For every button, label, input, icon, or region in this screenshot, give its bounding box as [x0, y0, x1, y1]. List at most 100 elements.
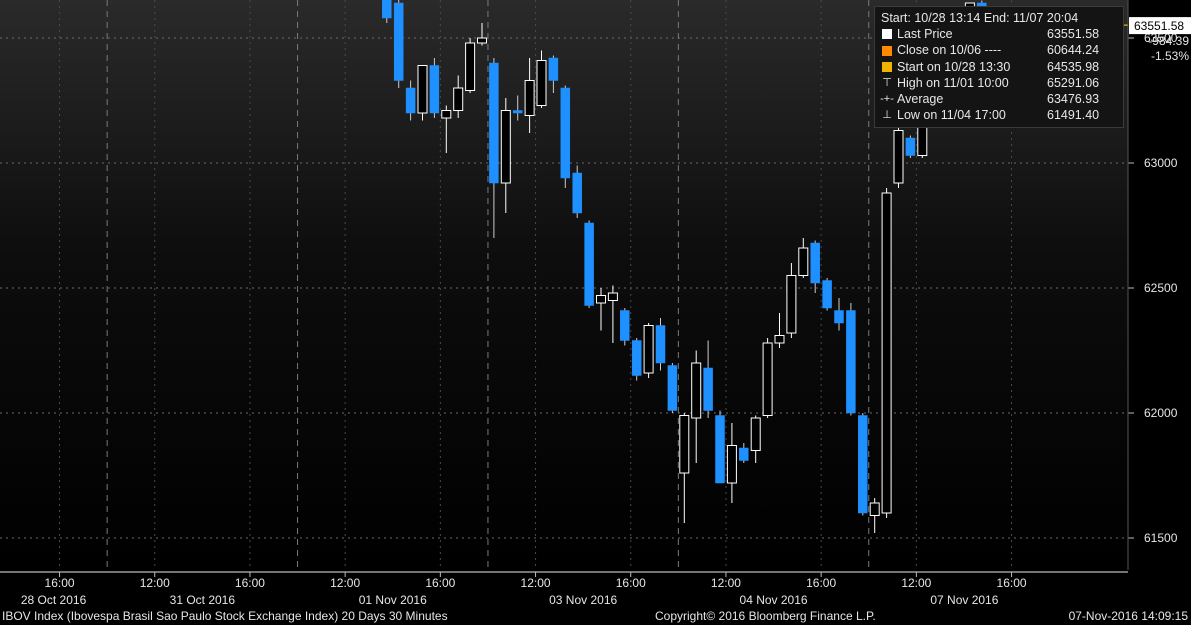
x-tick-label: 12:00: [330, 576, 360, 590]
candle-body-down: [584, 222, 594, 306]
candle-body-up: [596, 295, 606, 304]
candle-body-down: [858, 415, 868, 514]
legend-row-start: Start on 10/28 13:30 64535.98: [881, 59, 1117, 75]
candle-body-down: [548, 57, 559, 81]
candle-body-up: [477, 37, 487, 44]
legend-value: 64535.98: [1047, 59, 1100, 74]
x-tick-label: 12:00: [901, 576, 931, 590]
legend-row-low: ⊥ Low on 11/04 17:00 61491.40: [881, 107, 1117, 123]
price-change-value: -984.39: [1148, 34, 1189, 48]
x-tick-label: 12:00: [140, 576, 170, 590]
candle-body-down: [655, 325, 666, 364]
legend-row-last-price: Last Price 63551.58: [881, 26, 1117, 42]
candle-body-down: [560, 87, 571, 179]
candle-body-down: [393, 2, 404, 81]
candle-body-down: [620, 310, 630, 341]
candle-body-up: [798, 247, 809, 276]
average-icon: -+-: [880, 93, 894, 106]
candle-body-up: [441, 110, 452, 119]
yellow-swatch-icon: [881, 61, 893, 72]
white-swatch-icon: [881, 29, 893, 40]
candle-body-up: [500, 110, 511, 184]
x-day-label: 28 Oct 2016: [21, 593, 87, 607]
candle-body-up: [465, 42, 476, 91]
candle-body-up: [453, 87, 464, 111]
candle-body-down: [405, 87, 416, 114]
candle-body-up: [786, 275, 797, 334]
legend: Start: 10/28 13:14 End: 11/07 20:04 Last…: [874, 6, 1124, 128]
legend-label: Average: [897, 92, 944, 107]
y-axis: 6150062000625006300063500640006450065000…: [1127, 0, 1191, 570]
candle-body-down: [810, 242, 820, 284]
legend-label: Close on 10/06 ----: [897, 43, 1002, 58]
candle-body-up: [679, 415, 690, 474]
legend-value: 63551.58: [1047, 27, 1100, 42]
high-icon: ⊤: [882, 76, 892, 89]
candle-body-up: [893, 130, 904, 184]
y-tick-label: 61500: [1144, 531, 1178, 545]
x-tick-label: 12:00: [711, 576, 741, 590]
legend-value: 63476.93: [1047, 92, 1100, 107]
candle-body-down: [631, 340, 642, 376]
candle-body-down: [429, 65, 440, 114]
low-icon: ⊥: [882, 109, 892, 122]
y-tick-label: 63000: [1144, 156, 1178, 170]
legend-label: High on 11/01 10:00: [897, 75, 1009, 90]
candle-body-down: [512, 110, 523, 114]
candle-body-down: [822, 280, 832, 309]
candle-body-down: [715, 415, 725, 484]
x-axis-band: [0, 570, 1191, 608]
x-tick-label: 16:00: [806, 576, 836, 590]
legend-row-close: Close on 10/06 ---- 60644.24: [881, 42, 1117, 58]
x-day-label: 03 Nov 2016: [549, 593, 617, 607]
candle-body-up: [536, 60, 547, 106]
candle-body-up: [726, 445, 737, 484]
footer-timestamp: 07-Nov-2016 14:09:15: [1068, 609, 1188, 623]
candle-body-up: [762, 342, 773, 416]
candle-body-down: [905, 137, 916, 156]
y-tick-label: 62500: [1144, 281, 1178, 295]
legend-label: Last Price: [897, 27, 953, 42]
x-day-label: 31 Oct 2016: [170, 593, 236, 607]
orange-swatch-icon: [881, 45, 893, 56]
candle-body-down: [382, 0, 392, 19]
candle-body-up: [869, 502, 880, 516]
legend-value: 60644.24: [1047, 43, 1100, 58]
legend-row-high: ⊤ High on 11/01 10:00 65291.06: [881, 75, 1117, 91]
candle-body-down: [834, 310, 844, 324]
footer-copyright: Copyright© 2016 Bloomberg Finance L.P.: [655, 609, 876, 623]
x-tick-label: 12:00: [521, 576, 551, 590]
candle-body-up: [524, 80, 535, 116]
x-tick-label: 16:00: [45, 576, 75, 590]
legend-value: 61491.40: [1047, 108, 1100, 123]
footer-title: IBOV Index (Ibovespa Brasil Sao Paulo St…: [2, 609, 448, 623]
x-tick-label: 16:00: [235, 576, 265, 590]
x-tick-label: 16:00: [425, 576, 455, 590]
candle-body-up: [643, 325, 654, 374]
candle-body-down: [703, 367, 713, 411]
x-day-label: 04 Nov 2016: [740, 593, 808, 607]
x-tick-label: 16:00: [997, 576, 1027, 590]
footer: IBOV Index (Ibovespa Brasil Sao Paulo St…: [0, 608, 1191, 625]
y-tick-label: 63500: [1144, 31, 1178, 45]
x-tick-label: 16:00: [616, 576, 646, 590]
candle-body-up: [417, 65, 428, 114]
candle-body-up: [750, 417, 761, 451]
legend-row-average: -+- Average 63476.93: [880, 91, 1117, 107]
candle-body-up: [691, 362, 702, 419]
candle-body-down: [739, 447, 749, 461]
last-price-tag: [1129, 17, 1191, 35]
legend-header: Start: 10/28 13:14 End: 11/07 20:04: [881, 11, 1079, 25]
x-axis: 16:00 12:00 16:00 12:00 16:00 12:00 16:00 12:00…: [0, 570, 1191, 608]
last-price-tag-value: 63551.58: [1134, 19, 1184, 33]
y-tick-label: 62000: [1144, 406, 1178, 420]
candle-body-down: [489, 62, 499, 184]
legend-label: Start on 10/28 13:30: [897, 59, 1011, 74]
candle-body-down: [667, 365, 678, 411]
candle-body-up: [774, 335, 785, 344]
price-change-percent: -1.53%: [1151, 49, 1189, 63]
candle-body-down: [846, 310, 856, 414]
candle-body-down: [572, 172, 582, 214]
candle-body-up: [607, 292, 618, 301]
